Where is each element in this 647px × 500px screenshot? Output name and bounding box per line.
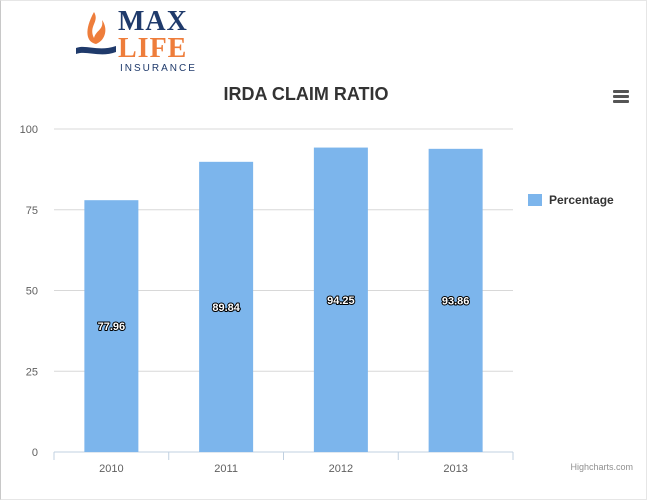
menu-icon-bar — [613, 95, 629, 98]
legend-item-percentage[interactable]: Percentage — [528, 193, 614, 207]
data-label: 77.96 — [98, 321, 126, 333]
logo-text-max: MAX — [118, 6, 188, 37]
max-life-logo: MAX LIFE INSURANCE — [74, 6, 198, 76]
data-label: 93.86 — [442, 295, 470, 307]
menu-icon-bar — [613, 100, 629, 103]
bar — [199, 161, 254, 452]
flame-logo-icon — [76, 12, 116, 55]
chart-menu-button[interactable] — [611, 88, 631, 108]
y-tick-label: 100 — [20, 124, 38, 136]
bar — [313, 147, 368, 452]
menu-icon-bar — [613, 90, 629, 93]
legend-swatch — [528, 194, 542, 206]
chart-title: IRDA CLAIM RATIO — [223, 84, 389, 104]
credits-link[interactable]: Highcharts.com — [570, 462, 633, 472]
data-label: 89.84 — [212, 302, 240, 314]
x-tick-label: 2013 — [443, 463, 467, 475]
x-tick-label: 2012 — [329, 463, 353, 475]
bar — [84, 200, 139, 452]
bar — [428, 148, 483, 452]
logo-text-life: LIFE — [118, 33, 188, 64]
logo-text-insurance: INSURANCE — [120, 63, 197, 74]
x-tick-label: 2010 — [99, 463, 123, 475]
y-tick-label: 25 — [26, 366, 38, 378]
y-tick-label: 75 — [26, 205, 38, 217]
y-tick-label: 50 — [26, 286, 38, 298]
x-tick-label: 2011 — [214, 463, 238, 475]
legend-label: Percentage — [549, 193, 614, 207]
data-label: 94.25 — [327, 295, 355, 307]
y-tick-label: 0 — [32, 447, 38, 459]
